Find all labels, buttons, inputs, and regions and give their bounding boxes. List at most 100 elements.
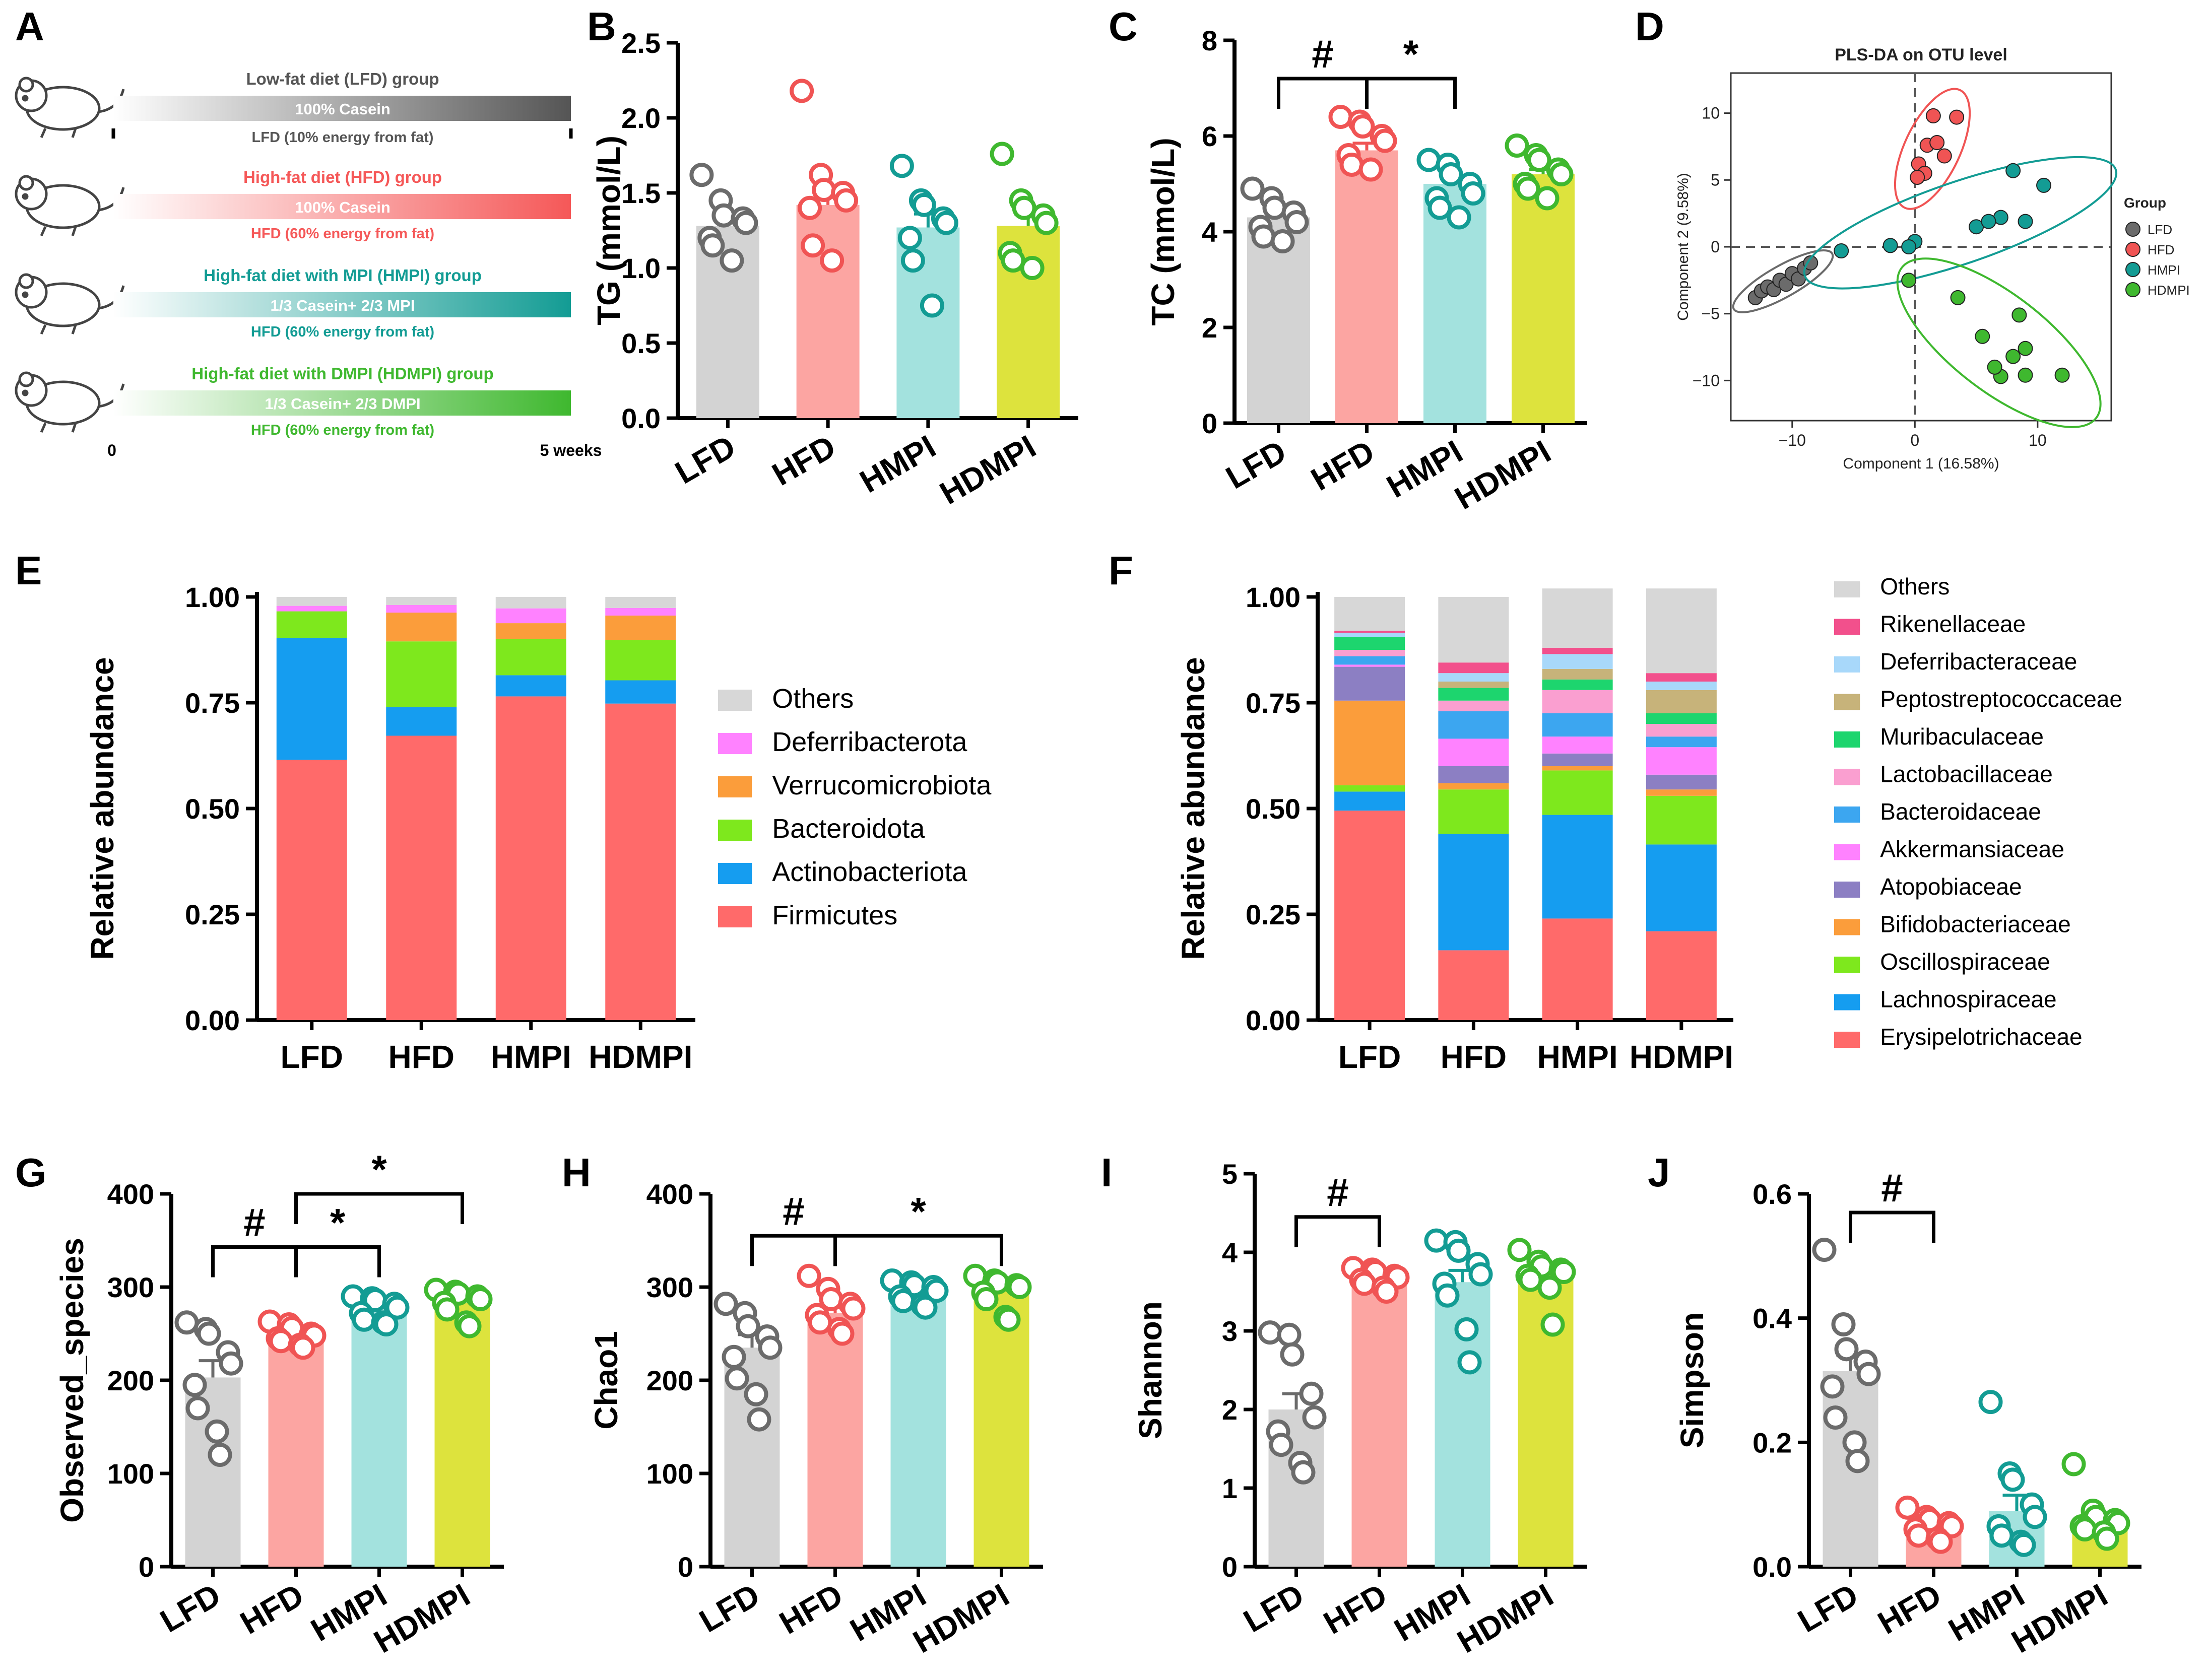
significance-label: # — [1881, 1166, 1903, 1210]
diet-note-hdmpi: HFD (60% energy from fat) — [251, 422, 434, 438]
y-tick-label: 2 — [1222, 1394, 1238, 1426]
x-tick-label: LFD — [693, 1577, 766, 1640]
panel-letter-g: G — [15, 1150, 46, 1195]
data-point — [1457, 1350, 1482, 1375]
mouse-icon — [15, 273, 125, 335]
data-point — [1820, 1374, 1845, 1399]
stack-segment — [1542, 690, 1613, 713]
data-point — [1299, 1381, 1324, 1406]
significance-bracket — [1365, 77, 1457, 109]
y-tick-label: 400 — [646, 1178, 693, 1210]
y-tick-label: 100 — [107, 1458, 154, 1490]
stack-segment — [605, 608, 676, 616]
x-tick-label: LFD — [1338, 1039, 1401, 1075]
data-point — [734, 211, 758, 235]
legend-swatch — [1834, 769, 1860, 785]
significance-bracket — [750, 1234, 837, 1266]
x-tick-label: HFD — [1441, 1039, 1507, 1075]
data-point — [457, 1314, 482, 1338]
data-point — [174, 1310, 199, 1335]
stack-segment — [1542, 588, 1613, 648]
scatter-point — [1950, 290, 1966, 305]
stack-segment — [1438, 950, 1509, 1020]
confidence-ellipse — [1732, 249, 1834, 313]
scatter-point — [2005, 349, 2021, 364]
y-tick-label: 0.0 — [1752, 1551, 1792, 1583]
data-point — [1551, 1260, 1576, 1284]
significance-bracket — [1849, 1211, 1935, 1243]
scatter-point — [1803, 255, 1819, 271]
panel-letter-e: E — [15, 548, 42, 593]
y-tick-label: 0 — [139, 1551, 154, 1583]
significance-label: * — [911, 1189, 926, 1233]
x-tick-label: HFD — [1305, 433, 1381, 498]
diet-group-hfd: High-fat diet (HFD) group 100% Casein HF… — [15, 168, 571, 242]
x-tick-label: LFD — [1792, 1577, 1864, 1640]
stack-segment — [1438, 682, 1509, 688]
stack-segment — [1334, 785, 1405, 792]
legend: Group LFD HFD HMPI HDMPI — [2124, 195, 2190, 298]
legend-swatch — [1834, 1032, 1860, 1048]
stack-segment — [495, 597, 566, 609]
legend-label: Others — [772, 684, 854, 714]
x-tick-label: 0 — [1910, 431, 1919, 449]
stack-segment — [495, 623, 566, 639]
y-tick-label: 3 — [1222, 1315, 1238, 1347]
legend-label: Bacteroidaceae — [1880, 798, 2041, 825]
data-point — [1447, 205, 1471, 230]
data-point — [1518, 1267, 1543, 1292]
y-tick-label: 300 — [646, 1271, 693, 1303]
confidence-ellipse — [1803, 156, 2118, 290]
data-point — [725, 1366, 749, 1391]
stack-segment — [1438, 789, 1509, 834]
data-point — [924, 1279, 949, 1303]
panel-letter-f: F — [1109, 548, 1133, 593]
data-point — [996, 1307, 1021, 1332]
stack-segment — [1646, 673, 1717, 682]
data-point — [834, 188, 859, 213]
data-point — [1007, 1275, 1032, 1299]
stack-segment — [495, 608, 566, 624]
data-point — [1350, 114, 1375, 139]
legend-label: Lactobacillaceae — [1880, 761, 2053, 787]
data-point — [1251, 224, 1276, 249]
legend-label: Deferribacterota — [772, 727, 967, 757]
stack-segment — [1542, 668, 1613, 680]
stack-segment — [1646, 690, 1717, 713]
data-point — [1461, 181, 1485, 206]
data-point — [1549, 162, 1574, 186]
legend-label: Oscillospiraceae — [1880, 949, 2050, 975]
panel-letter-d: D — [1635, 4, 1664, 49]
x-tick-label: HDMPI — [1449, 433, 1557, 516]
legend-swatch — [718, 690, 752, 711]
stack-segment — [1334, 656, 1405, 665]
data-point — [1527, 148, 1551, 172]
stack-segment — [386, 597, 457, 605]
y-tick-label: 0.75 — [1246, 687, 1301, 719]
y-axis-label: Observed_species — [54, 1238, 90, 1523]
data-point — [2061, 1452, 2086, 1476]
stack-segment — [1334, 631, 1405, 633]
legend-label: Bacteroidota — [772, 814, 925, 844]
legend-marker — [2125, 222, 2140, 237]
stack-segment — [1438, 662, 1509, 674]
timeline-start-label: 0 — [107, 441, 116, 459]
scatter-point — [2018, 214, 2033, 229]
y-tick-label: 2.5 — [621, 27, 661, 59]
legend-swatch — [1834, 694, 1860, 710]
data-point — [205, 1419, 229, 1444]
scatter-point — [1975, 328, 1990, 344]
data-point — [1823, 1405, 1848, 1430]
stack-segment — [1542, 679, 1613, 690]
stack-segment — [276, 597, 347, 606]
scatter-point — [1901, 239, 1917, 254]
x-tick-label: HMPI — [491, 1039, 571, 1075]
diet-bar-label-lfd: 100% Casein — [295, 100, 391, 118]
scatter-point — [1936, 148, 1952, 164]
x-tick-label: HDMPI — [907, 1577, 1015, 1660]
diet-group-hdmpi: High-fat diet with DMPI (HDMPI) group 1/… — [15, 364, 571, 438]
x-tick-label: −10 — [1779, 431, 1806, 449]
